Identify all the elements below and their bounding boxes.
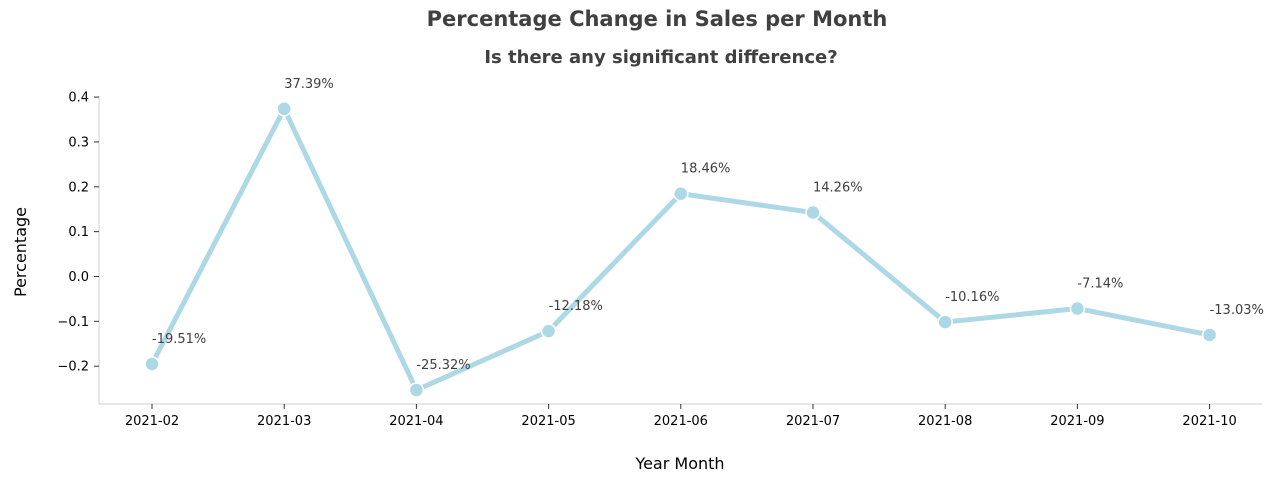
data-point	[805, 204, 821, 221]
x-axis-label: Year Month	[634, 454, 724, 473]
x-tick-label: 2021-03	[257, 414, 311, 429]
data-label: -12.18%	[549, 299, 603, 314]
axes	[98, 96, 1262, 405]
markers	[144, 101, 1218, 398]
data-label: -25.32%	[416, 358, 470, 373]
data-point	[1069, 300, 1086, 317]
data-point	[144, 356, 160, 372]
data-label: 14.26%	[813, 181, 863, 196]
chart-title: Percentage Change in Sales per Month	[427, 7, 888, 31]
data-label: -10.16%	[945, 290, 999, 305]
y-tick-label: 0.3	[68, 135, 89, 150]
x-tick-label: 2021-08	[918, 414, 972, 429]
data-point	[408, 382, 425, 398]
data-label: 18.46%	[681, 162, 731, 177]
data-point	[937, 314, 953, 330]
y-tick-label: 0.0	[68, 270, 89, 285]
data-point	[276, 101, 292, 117]
chart-subtitle: Is there any significant difference?	[484, 47, 837, 68]
x-tick-label: 2021-04	[389, 414, 443, 429]
y-tick-label: 0.4	[68, 91, 89, 106]
data-labels: -19.51% 37.39% -25.32% -12.18% 18.46% 14.26% -…	[152, 77, 1264, 373]
x-tick-label: 2021-06	[654, 414, 708, 429]
data-label: -19.51%	[152, 332, 206, 347]
data-point	[540, 323, 557, 339]
data-label: 37.39%	[284, 77, 334, 92]
x-tick-label: 2021-09	[1050, 414, 1104, 429]
series-line	[149, 106, 1213, 393]
data-label: -7.14%	[1077, 277, 1123, 292]
y-tick-label: 0.2	[68, 180, 89, 195]
y-axis-label: Percentage	[11, 207, 30, 297]
x-tick-label: 2021-07	[786, 414, 840, 429]
y-ticks: 0.4 0.3 0.2 0.1 0.0 −0.1 −0.2	[57, 91, 99, 375]
y-tick-label: −0.1	[57, 315, 89, 330]
y-tick-label: 0.1	[68, 225, 89, 240]
x-ticks: 2021-02 2021-03 2021-04 2021-05 2021-06 2021-…	[125, 404, 1237, 429]
data-label: -13.03%	[1210, 303, 1264, 318]
data-point	[1201, 327, 1218, 343]
data-point	[673, 185, 689, 202]
x-tick-label: 2021-05	[521, 414, 575, 429]
x-tick-label: 2021-10	[1182, 414, 1236, 429]
y-tick-label: −0.2	[57, 360, 89, 375]
x-tick-label: 2021-02	[125, 414, 179, 429]
